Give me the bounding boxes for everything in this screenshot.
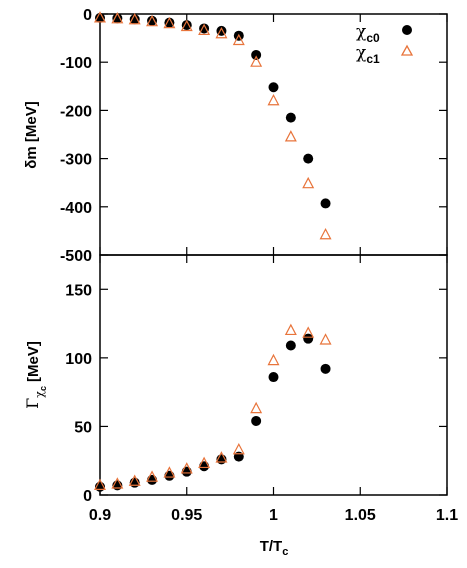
bot-point-chi-c1 <box>111 477 124 489</box>
bot-y-tick-label: 150 <box>65 282 92 299</box>
bot-point-chi-c0 <box>268 372 279 383</box>
legend-marker-chi-c0 <box>402 25 412 35</box>
top-plot-frame <box>99 13 448 256</box>
top-point-chi-c0 <box>181 20 192 31</box>
top-x-ticks <box>99 14 448 255</box>
top-point-chi-c1 <box>180 19 193 32</box>
top-y-tick-label: -100 <box>60 55 92 72</box>
bot-y-tick-label: 100 <box>65 351 92 368</box>
top-point-chi-c0 <box>303 153 314 164</box>
top-point-chi-c1 <box>284 130 297 142</box>
top-point-chi-c0 <box>164 17 175 28</box>
bot-point-chi-c0 <box>251 415 262 426</box>
top-point-chi-c1 <box>302 176 315 189</box>
x-tick-label: 1.1 <box>436 507 458 524</box>
top-y-tick-label: -400 <box>60 200 92 217</box>
bottom-y-axis-label: Γχc[MeV] <box>23 341 48 409</box>
bot-point-chi-c1 <box>302 326 315 338</box>
top-point-chi-c1 <box>267 93 280 106</box>
top-y-tick-label: 0 <box>83 7 92 24</box>
top-point-chi-c0 <box>112 13 123 24</box>
bot-point-chi-c1 <box>284 323 297 336</box>
top-point-chi-c1 <box>94 11 106 23</box>
bot-point-chi-c0 <box>233 451 244 462</box>
bot-point-chi-c0 <box>164 470 175 481</box>
bot-point-chi-c0 <box>303 333 314 344</box>
bot-y-tick-label: 0 <box>83 488 92 505</box>
top-point-chi-c1 <box>232 33 245 46</box>
top-point-chi-c1 <box>111 12 124 24</box>
legend: χc0 χc1 <box>356 22 414 66</box>
top-point-chi-c0 <box>199 23 210 34</box>
bot-point-chi-c1 <box>94 478 106 490</box>
bot-point-chi-c1 <box>267 353 280 366</box>
top-y-ticks: 0 -100 -200 -300 -400 -500 <box>60 7 447 265</box>
bot-point-chi-c1 <box>146 470 159 482</box>
bot-point-chi-c0 <box>147 474 158 485</box>
legend-entry-chi-c0: χc0 <box>356 22 412 45</box>
bot-point-chi-c1 <box>128 474 141 486</box>
top-point-chi-c0 <box>129 14 140 25</box>
bot-point-chi-c1 <box>250 401 263 414</box>
top-data-points <box>94 11 332 240</box>
legend-entry-chi-c1: χc1 <box>356 43 414 66</box>
top-point-chi-c0 <box>147 15 158 26</box>
top-point-chi-c1 <box>128 12 141 25</box>
x-tick-label: 0.95 <box>171 507 202 524</box>
top-point-chi-c0 <box>268 82 279 93</box>
top-y-tick-label: -300 <box>60 152 92 169</box>
bot-point-chi-c1 <box>163 466 176 478</box>
top-panel: 0 -100 -200 -300 -400 -500 δm [MeV] χc0 χc1 <box>23 7 448 265</box>
bot-point-chi-c0 <box>181 466 192 477</box>
legend-label-chi-c1: χc1 <box>356 43 380 66</box>
legend-label-chi-c0: χc0 <box>356 22 380 45</box>
bottom-y-ticks: 0 50 100 150 <box>65 282 447 505</box>
top-point-chi-c1 <box>146 14 159 27</box>
legend-marker-chi-c1 <box>400 44 414 56</box>
bottom-x-ticks: 0.9 0.95 1 1.05 1.1 <box>89 255 458 524</box>
bot-point-chi-c1 <box>198 456 211 469</box>
top-point-chi-c1 <box>319 227 332 240</box>
bot-y-tick-label: 50 <box>74 419 92 436</box>
bot-point-chi-c0 <box>320 363 331 374</box>
bot-point-chi-c1 <box>319 333 332 345</box>
top-point-chi-c1 <box>163 16 176 29</box>
top-point-chi-c1 <box>215 26 228 39</box>
x-tick-label: 0.9 <box>89 507 111 524</box>
bottom-data-points <box>94 323 332 492</box>
bot-point-chi-c1 <box>215 451 228 463</box>
top-point-chi-c0 <box>95 12 105 23</box>
x-tick-label: 1.05 <box>345 507 376 524</box>
x-tick-label: 1 <box>269 507 278 524</box>
top-y-tick-label: -500 <box>60 248 92 265</box>
top-point-chi-c0 <box>320 198 331 209</box>
top-y-axis-label: δm [MeV] <box>23 101 40 168</box>
top-point-chi-c0 <box>251 49 262 60</box>
x-axis-label: T/Tc <box>260 538 289 558</box>
top-point-chi-c0 <box>285 112 296 123</box>
top-point-chi-c1 <box>250 55 263 67</box>
bot-point-chi-c1 <box>232 442 245 455</box>
bot-point-chi-c1 <box>180 462 193 474</box>
bot-point-chi-c0 <box>199 461 210 472</box>
bottom-panel: 0 50 100 150 0.9 0.95 1 1.05 1.1 Γχc[MeV] T/Tc <box>23 254 458 558</box>
top-y-tick-label: -200 <box>60 103 92 120</box>
top-point-chi-c1 <box>198 23 211 35</box>
bot-point-chi-c0 <box>285 340 296 351</box>
